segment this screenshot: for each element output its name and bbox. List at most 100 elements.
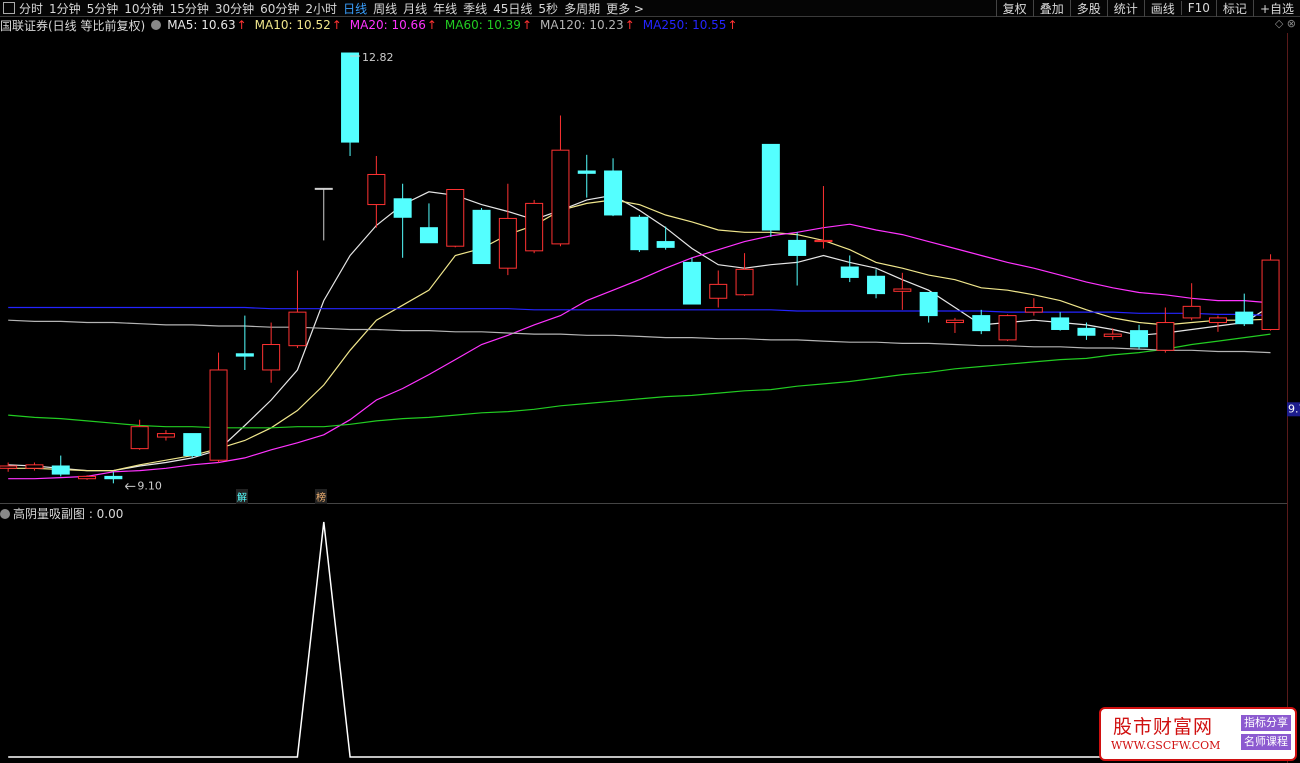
tool-button[interactable]: 复权	[995, 0, 1033, 17]
period-tab[interactable]: 日线	[343, 1, 368, 16]
period-tab[interactable]: 30分钟	[214, 1, 255, 16]
candle-body	[235, 353, 254, 357]
period-tab[interactable]: 60分钟	[260, 1, 300, 16]
candle-body	[1051, 317, 1070, 330]
tool-buttons: 复权 叠加 多股 统计 画线 F10 标记 +自选	[995, 0, 1300, 17]
collapse-icon[interactable]	[151, 20, 162, 30]
candle-body	[788, 239, 807, 256]
ma-line	[8, 306, 1271, 317]
legend-entry: MA5: 10.63↑	[167, 18, 246, 32]
annotation-arrow	[124, 482, 136, 490]
candle-body	[867, 275, 886, 295]
legend-trend: ↑	[624, 18, 635, 32]
legend-trend: ↑	[727, 18, 738, 32]
period-tab[interactable]: 15分钟	[169, 1, 209, 16]
candle-body	[840, 266, 859, 278]
tool-button[interactable]: F10	[1180, 1, 1216, 15]
candle-body	[945, 319, 964, 324]
candle-body	[1235, 311, 1254, 325]
candle-body	[1261, 259, 1280, 330]
legend-entry: MA20: 10.66↑	[350, 18, 437, 32]
legend-trend: ↑	[426, 18, 437, 32]
candle-body	[577, 170, 596, 174]
watermark-tag: 指标分享	[1241, 715, 1291, 731]
legend-trend: ↑	[331, 18, 342, 32]
candle-body	[262, 344, 281, 371]
candle-body	[183, 433, 202, 457]
period-tab[interactable]: 1分钟	[49, 1, 81, 16]
candle-body	[893, 288, 912, 292]
candle-body	[919, 291, 938, 317]
legend-entry: MA120: 10.23↑	[540, 18, 635, 32]
candle-body	[498, 217, 517, 269]
legend-label: MA5: 10.63	[167, 18, 236, 32]
candle-body	[0, 465, 18, 469]
candle-body	[998, 315, 1017, 341]
candle-body	[735, 268, 754, 296]
candle-body	[682, 261, 701, 305]
candle-body	[78, 475, 97, 480]
candle-body	[25, 464, 44, 469]
candle-body	[604, 170, 623, 216]
candle-body	[1024, 307, 1043, 313]
y-tick-label: 9.7	[1288, 402, 1300, 415]
candle-body	[1156, 322, 1175, 351]
candle-body	[51, 465, 70, 475]
legend-label: MA60: 10.39	[444, 18, 521, 32]
candle-body	[551, 149, 570, 245]
period-tab[interactable]: 2小时	[305, 1, 338, 16]
candle-body	[1077, 327, 1096, 336]
menu-icon[interactable]	[3, 2, 15, 14]
tool-button[interactable]: 画线	[1143, 0, 1181, 17]
period-tab[interactable]: 季线	[463, 1, 488, 16]
period-tab[interactable]: 年线	[433, 1, 458, 16]
tool-button[interactable]: +自选	[1252, 0, 1300, 17]
event-marker[interactable]: 解	[236, 489, 248, 504]
stock-title: 国联证券(日线 等比前复权)	[0, 18, 146, 33]
ma-line	[8, 319, 1271, 354]
legend: MA5: 10.63↑ MA10: 10.52↑ MA20: 10.66↑ MA60:…	[167, 18, 737, 32]
period-tab[interactable]: 5秒	[538, 1, 559, 16]
tool-button[interactable]: 多股	[1069, 0, 1107, 17]
candle-body	[156, 433, 175, 438]
chart-header: 国联证券(日线 等比前复权) MA5: 10.63↑ MA10: 10.52↑ MA…	[0, 17, 738, 33]
period-tab[interactable]: 月线	[403, 1, 428, 16]
candle-body	[209, 369, 228, 461]
candle-body	[630, 216, 649, 251]
candle-body	[1103, 333, 1122, 337]
low-annotation: 9.10	[137, 479, 162, 492]
period-tab[interactable]: 多周期	[564, 1, 601, 16]
legend-label: MA20: 10.66	[349, 18, 426, 32]
watermark: 股市财富网 WWW.GSCFW.COM 指标分享 名师课程	[1099, 707, 1297, 761]
period-tab[interactable]: 45日线	[493, 1, 533, 16]
legend-entry: MA10: 10.52↑	[255, 18, 342, 32]
candle-body	[446, 189, 465, 247]
period-tab[interactable]: 10分钟	[124, 1, 164, 16]
legend-trend: ↑	[236, 18, 247, 32]
legend-label: MA250: 10.55	[642, 18, 727, 32]
candle-body	[761, 143, 780, 231]
toolbar: 分时 1分钟 5分钟 10分钟 15分钟 30分钟 60分钟 2小时 日线 周线 月线 年线 季线 45日…	[0, 0, 1300, 17]
candle-body	[288, 311, 307, 347]
collapse-icon[interactable]	[0, 508, 10, 519]
tool-button[interactable]: 统计	[1106, 0, 1144, 17]
candle-body	[656, 241, 675, 248]
watermark-url: WWW.GSCFW.COM	[1111, 739, 1221, 752]
watermark-tag: 名师课程	[1241, 734, 1291, 750]
tool-button[interactable]: 叠加	[1032, 0, 1070, 17]
period-tab[interactable]: 5分钟	[86, 1, 119, 16]
high-annotation: 12.82	[362, 51, 394, 64]
candle-body	[972, 315, 991, 332]
indicator-line	[8, 521, 1271, 758]
tool-button[interactable]: 标记	[1215, 0, 1253, 17]
candle-body	[314, 187, 333, 190]
period-tab[interactable]: 分时	[19, 1, 44, 16]
window-icons[interactable]: ◇ ⊗	[1274, 17, 1296, 30]
legend-entry: MA60: 10.39↑	[445, 18, 532, 32]
period-tab[interactable]: 更多 >	[606, 1, 644, 16]
candle-body	[419, 227, 438, 244]
period-tab[interactable]: 周线	[373, 1, 398, 16]
event-marker[interactable]: 榜	[315, 489, 327, 504]
